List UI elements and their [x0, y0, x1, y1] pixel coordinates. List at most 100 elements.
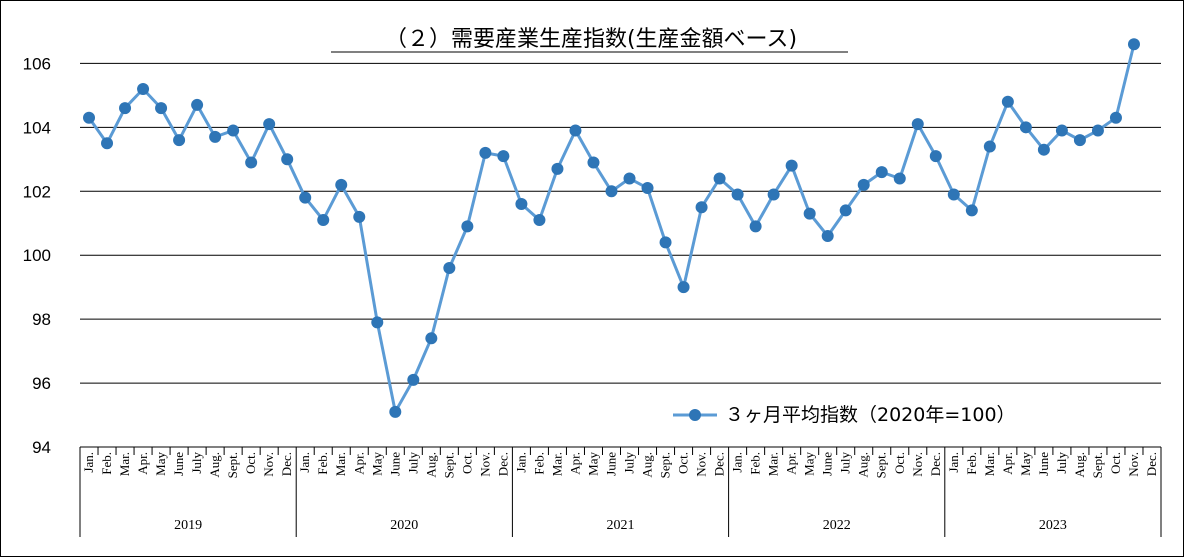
month-label: Feb.: [99, 452, 114, 475]
month-label: Mar.: [333, 452, 348, 476]
month-label: July: [1054, 452, 1069, 474]
data-point: [623, 172, 636, 185]
month-label: May: [802, 452, 817, 476]
data-point: [857, 178, 870, 191]
y-tick-label: 104: [23, 118, 51, 137]
data-point: [1073, 134, 1086, 147]
data-point: [677, 281, 690, 294]
legend-label: ３ヶ月平均指数（2020年=100）: [725, 404, 1016, 426]
data-point: [1091, 124, 1104, 137]
month-label: Sept.: [658, 452, 673, 478]
data-point: [641, 182, 654, 195]
month-label: Dec.: [495, 452, 510, 476]
data-point: [173, 134, 186, 147]
month-label: Aug.: [640, 452, 655, 478]
data-point: [551, 162, 564, 175]
month-label: Jan.: [513, 452, 528, 473]
month-label: Jan.: [730, 452, 745, 473]
month-label: Oct.: [243, 452, 258, 474]
data-point: [569, 124, 582, 137]
month-label: Mar.: [766, 452, 781, 476]
legend: ３ヶ月平均指数（2020年=100）: [673, 404, 1016, 426]
data-point: [245, 156, 258, 169]
data-point: [137, 82, 150, 95]
data-point: [1019, 121, 1032, 134]
data-point: [389, 405, 402, 418]
year-label: 2021: [607, 518, 635, 533]
data-point: [803, 207, 816, 220]
month-label: Feb.: [531, 452, 546, 475]
chart-title: （２）需要産業生産指数(生産金額ベース): [385, 27, 797, 52]
legend-marker: [689, 409, 701, 421]
data-point: [1127, 38, 1140, 51]
data-point: [1109, 111, 1122, 124]
y-axis-ticks: 94 96 98 100 102 104 106: [23, 54, 51, 457]
month-label: Sept.: [1090, 452, 1105, 478]
data-point: [911, 118, 924, 131]
data-point: [479, 146, 492, 159]
month-label: July: [838, 452, 853, 474]
data-point: [1055, 124, 1068, 137]
month-label: June: [820, 452, 835, 476]
y-tick-label: 96: [32, 374, 51, 393]
month-label: July: [189, 452, 204, 474]
data-point: [497, 150, 510, 163]
data-point: [407, 373, 420, 386]
data-point: [515, 198, 528, 211]
month-label: Apr.: [135, 452, 150, 475]
data-point: [605, 185, 618, 198]
data-point: [875, 166, 888, 179]
data-point: [1037, 143, 1050, 156]
data-point: [893, 172, 906, 185]
month-label: Nov.: [910, 452, 925, 477]
month-label: Sept.: [225, 452, 240, 478]
data-point: [83, 111, 96, 124]
month-label: Jan.: [81, 452, 96, 473]
y-tick-label: 100: [23, 246, 51, 265]
year-label: 2022: [823, 518, 851, 533]
data-point: [983, 140, 996, 153]
month-label: Aug.: [207, 452, 222, 478]
month-label: Apr.: [351, 452, 366, 475]
month-label: June: [603, 452, 618, 476]
data-point: [839, 204, 852, 217]
data-point: [209, 130, 222, 143]
data-point: [101, 137, 114, 150]
month-label: Dec.: [928, 452, 943, 476]
data-point: [965, 204, 978, 217]
month-label: Apr.: [784, 452, 799, 475]
month-label: Mar.: [982, 452, 997, 476]
month-label: Aug.: [856, 452, 871, 478]
month-label: Apr.: [567, 452, 582, 475]
data-point: [587, 156, 600, 169]
data-point: [281, 153, 294, 166]
month-label: Dec.: [1144, 452, 1159, 476]
month-label: Dec.: [279, 452, 294, 476]
month-label: May: [153, 452, 168, 476]
data-point: [371, 316, 384, 329]
data-point: [785, 159, 798, 172]
month-label: Apr.: [1000, 452, 1015, 475]
data-point: [317, 214, 330, 227]
month-label: Sept.: [874, 452, 889, 478]
month-label: Dec.: [712, 452, 727, 476]
year-label: 2020: [390, 518, 418, 533]
year-label: 2023: [1039, 518, 1067, 533]
data-point: [263, 118, 276, 131]
month-label: June: [387, 452, 402, 476]
month-label: May: [1018, 452, 1033, 476]
month-label: Nov.: [477, 452, 492, 477]
data-point: [119, 102, 132, 115]
data-point: [335, 178, 348, 191]
series-line: [87, 43, 1136, 414]
month-label: Feb.: [315, 452, 330, 475]
y-tick-label: 106: [23, 54, 51, 73]
month-label: Oct.: [459, 452, 474, 474]
data-point: [731, 188, 744, 201]
month-label: Feb.: [964, 452, 979, 475]
data-point: [299, 191, 312, 204]
month-label: Nov.: [261, 452, 276, 477]
data-point: [929, 150, 942, 163]
